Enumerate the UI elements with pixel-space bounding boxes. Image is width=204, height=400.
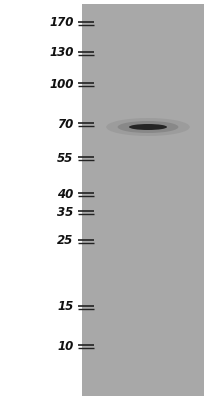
Text: 25: 25 [57,234,73,248]
Text: 130: 130 [49,46,73,60]
Text: 70: 70 [57,118,73,130]
Ellipse shape [106,118,190,136]
Text: 40: 40 [57,188,73,200]
Ellipse shape [129,124,167,130]
Text: 55: 55 [57,152,73,164]
Text: 10: 10 [57,340,73,352]
Ellipse shape [118,121,178,133]
Text: 35: 35 [57,206,73,218]
Text: 100: 100 [49,78,73,90]
Bar [82,4,204,396]
Text: 170: 170 [49,16,73,30]
Text: 15: 15 [57,300,73,314]
